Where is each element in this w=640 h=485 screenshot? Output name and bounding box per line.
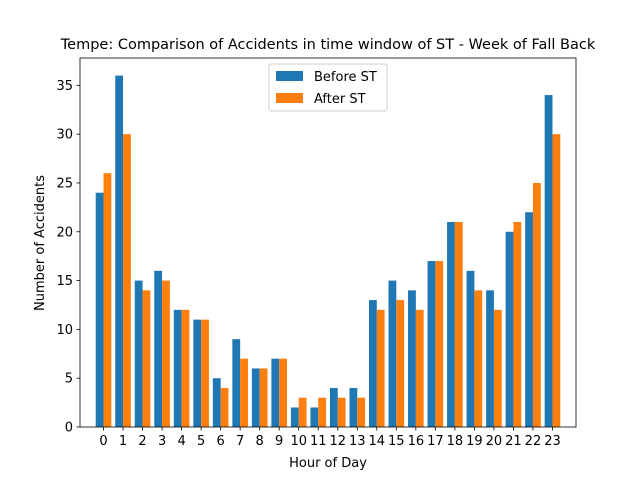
x-tick-label: 0 [99,434,107,449]
x-tick-label: 4 [177,434,185,449]
y-tick-label: 30 [56,128,73,143]
bar-before-hour-9 [271,358,280,427]
plot-frame [79,57,577,428]
x-tick-label: 1 [119,434,127,449]
bar-before-hour-7 [232,339,241,427]
x-tick-label: 16 [408,434,425,449]
x-tick-label: 18 [447,434,464,449]
y-tick-label: 35 [56,79,73,94]
bar-after-hour-15 [396,300,405,427]
bar-after-hour-19 [474,290,483,427]
x-tick-label: 6 [217,434,225,449]
bar-before-hour-12 [329,387,338,427]
legend-swatch [276,93,303,103]
bar-after-hour-3 [162,280,170,427]
bar-before-hour-4 [173,309,182,427]
bar-before-hour-0 [95,192,104,427]
bar-before-hour-10 [290,407,299,427]
bar-after-hour-6 [220,387,229,427]
chart-title: Tempe: Comparison of Accidents in time w… [60,37,596,53]
bar-after-hour-23 [552,134,561,427]
bar-after-hour-8 [259,368,268,427]
x-tick-label: 3 [158,434,166,449]
x-tick-label: 13 [349,434,366,449]
bar-after-hour-13 [357,397,366,427]
bar-after-hour-2 [142,290,151,427]
bar-after-hour-7 [240,358,248,427]
bar-before-hour-13 [349,387,358,427]
x-tick-label: 11 [310,434,327,449]
bar-after-hour-11 [318,397,327,427]
x-tick-label: 10 [290,434,307,449]
bar-before-hour-21 [505,231,514,427]
bar-before-hour-16 [408,290,416,427]
bar-before-hour-14 [368,300,377,427]
bar-before-hour-22 [525,212,533,427]
bar-before-hour-1 [115,75,124,428]
x-tick-label: 12 [329,434,346,449]
bar-after-hour-16 [415,309,424,427]
x-tick-label: 21 [505,434,522,449]
bar-before-hour-6 [212,378,221,427]
x-tick-label: 22 [525,434,542,449]
bar-before-hour-15 [388,280,397,427]
bar-before-hour-2 [134,280,143,427]
bar-after-hour-12 [337,397,346,427]
x-axis-label: Hour of Day [289,456,367,471]
y-tick-label: 10 [56,323,73,338]
y-tick-label: 20 [56,225,73,240]
bar-before-hour-23 [544,95,553,427]
bar-after-hour-10 [298,397,307,427]
bar-before-hour-3 [154,270,163,427]
y-axis-label: Number of Accidents [33,175,48,311]
bar-after-hour-20 [493,309,502,427]
bar-before-hour-11 [310,407,319,427]
bars-group [95,75,561,428]
x-tick-label: 9 [275,434,283,449]
y-tick-label: 25 [56,176,73,191]
bar-after-hour-14 [376,309,385,427]
bar-after-hour-9 [279,358,288,427]
bar-before-hour-19 [466,270,475,427]
bar-after-hour-22 [532,182,541,427]
x-axis: 0 1 2 3 4 5 6 7 8 9 10 11 12 13 14 15 16 17 18 19 20 21 22 23 [99,427,561,449]
x-tick-label: 8 [256,434,264,449]
x-tick-label: 23 [544,434,561,449]
bar-after-hour-18 [454,222,463,427]
bar-before-hour-5 [193,319,202,427]
legend-swatch [276,71,303,81]
x-tick-label: 2 [138,434,146,449]
y-axis: 0 5 10 15 20 25 30 35 [56,79,80,436]
bar-after-hour-5 [201,319,209,427]
legend: Before ST After ST [268,63,388,112]
x-tick-label: 17 [427,434,444,449]
x-tick-label: 15 [388,434,405,449]
x-tick-label: 5 [197,434,205,449]
bar-after-hour-0 [103,173,112,427]
bar-after-hour-21 [513,222,522,427]
bar-before-hour-18 [447,222,455,427]
bar-before-hour-8 [251,368,260,427]
x-tick-label: 14 [369,434,386,449]
y-tick-label: 0 [65,421,73,436]
x-tick-label: 7 [236,434,244,449]
y-tick-label: 5 [65,372,73,387]
bar-before-hour-17 [427,261,436,427]
bar-after-hour-1 [123,134,131,427]
y-tick-label: 15 [56,274,73,289]
x-tick-label: 20 [486,434,503,449]
bar-after-hour-17 [435,261,444,427]
bar-after-hour-4 [181,309,190,427]
legend-label: After ST [314,92,366,107]
legend-label: Before ST [314,70,377,85]
x-tick-label: 19 [466,434,483,449]
bar-before-hour-20 [486,290,494,427]
